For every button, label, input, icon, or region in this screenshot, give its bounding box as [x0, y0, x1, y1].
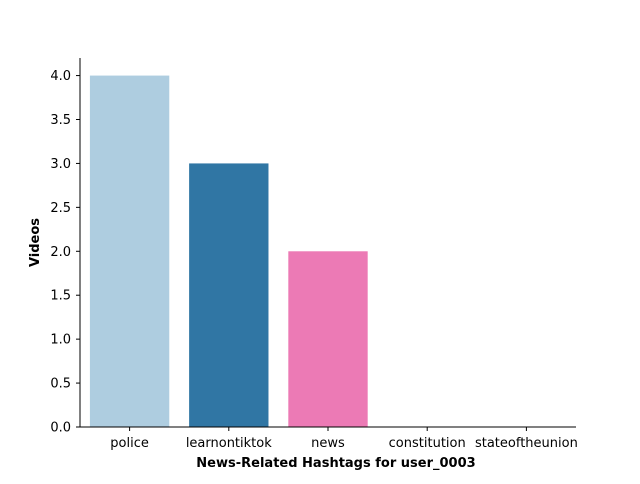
y-tick-label: 1.0: [50, 333, 71, 348]
y-tick-label: 3.0: [50, 157, 71, 172]
y-tick-label: 4.0: [50, 69, 71, 84]
bar-police: [89, 75, 170, 428]
x-tick-label: constitution: [389, 436, 466, 451]
y-tick-label: 0.5: [50, 377, 71, 392]
y-tick-label: 1.5: [50, 289, 71, 304]
y-tick-label: 3.5: [50, 113, 71, 128]
x-tick-label: news: [311, 436, 345, 451]
bar-learnontiktok: [189, 163, 269, 427]
y-tick-label: 2.0: [50, 245, 71, 260]
y-tick-label: 0.0: [50, 421, 71, 436]
y-axis-title: Videos: [28, 218, 43, 267]
x-tick-label: police: [110, 436, 149, 451]
x-tick-label: learnontiktok: [186, 436, 272, 451]
y-axis: 0.0 0.5 1.0 1.5 2.0 2.5 3.0 3.5 4.0: [50, 69, 80, 436]
x-axis-title: News-Related Hashtags for user_0003: [196, 456, 475, 471]
x-tick-label: stateoftheunion: [475, 436, 578, 451]
x-axis: police learnontiktok news constitution state…: [110, 427, 578, 451]
y-tick-label: 2.5: [50, 201, 71, 216]
bar-news: [288, 251, 368, 427]
bars-layer: [89, 75, 368, 428]
